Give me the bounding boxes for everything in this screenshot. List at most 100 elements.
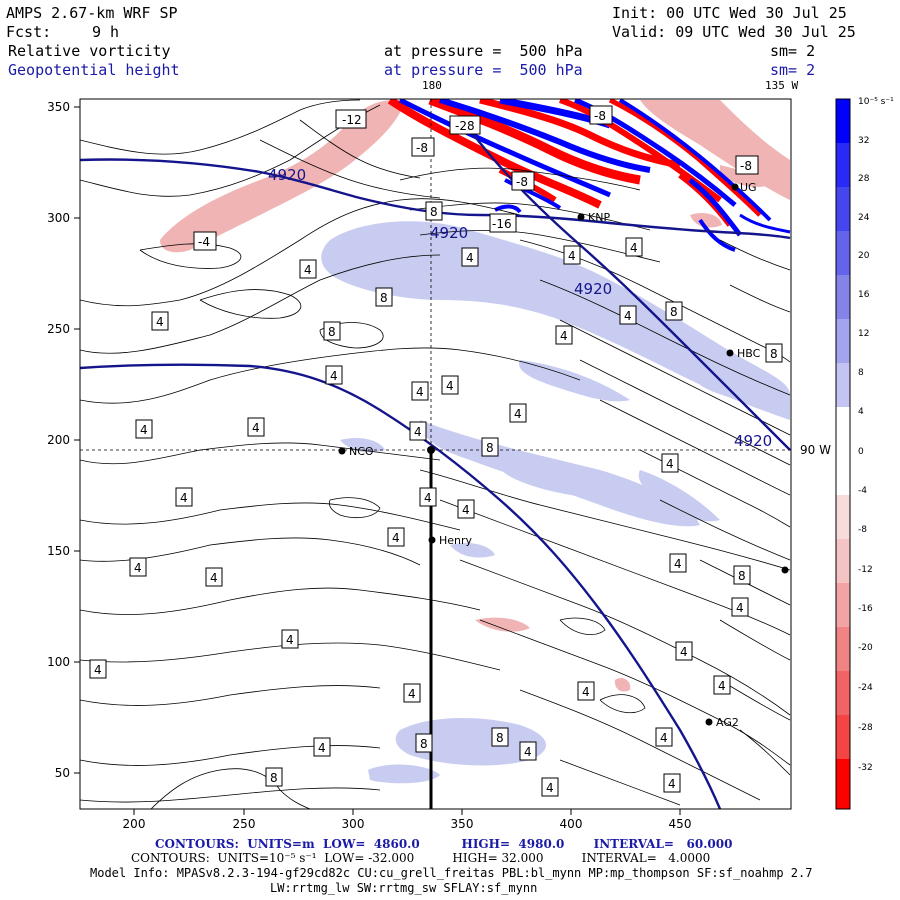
x-tick-label: 400 — [560, 817, 583, 831]
height-label: 4920 — [734, 432, 772, 450]
station-knp[interactable]: KNP — [577, 211, 611, 224]
vorticity-label: -12 — [335, 109, 367, 129]
vorticity-label: -16 — [489, 213, 517, 233]
colorbar-label: 20 — [858, 251, 870, 261]
vorticity-label: 8 — [415, 733, 433, 753]
svg-text:8: 8 — [486, 441, 494, 455]
colorbar-label: 24 — [858, 213, 870, 223]
forecast-hour: 9 h — [92, 23, 120, 41]
forecast-label: Fcst: — [6, 23, 52, 41]
svg-text:4: 4 — [252, 421, 260, 435]
vorticity-label: 4 — [461, 247, 479, 267]
svg-text:4: 4 — [424, 491, 432, 505]
station-hbc[interactable]: HBC — [726, 347, 761, 360]
height-contour-labels: 4920 4920 4920 4920 — [268, 166, 772, 450]
vorticity-label: 4 — [519, 741, 537, 761]
x-tick-label: 200 — [123, 817, 146, 831]
colorbar-label: 16 — [858, 290, 870, 300]
vorticity-label: -28 — [449, 115, 481, 135]
svg-text:-8: -8 — [516, 175, 528, 189]
svg-text:4: 4 — [156, 315, 164, 329]
vorticity-label: 8 — [375, 287, 393, 307]
vorticity-label: 8 — [765, 343, 783, 363]
svg-text:KNP: KNP — [588, 211, 610, 224]
vorticity-label: 4 — [313, 737, 331, 757]
colorbar-label: -32 — [858, 763, 873, 773]
vorticity-label: 4 — [299, 259, 317, 279]
vorticity-label: 4 — [541, 777, 559, 797]
y-tick-label: 250 — [47, 322, 70, 336]
vorticity-contours — [80, 99, 791, 809]
vorticity-label: -8 — [589, 105, 613, 125]
station-nco[interactable]: NCO — [338, 445, 374, 458]
svg-text:NCO: NCO — [349, 445, 374, 458]
x-tick-label: 450 — [669, 817, 692, 831]
vorticity-label: 8 — [323, 321, 341, 341]
field1-smoothing: sm= 2 — [770, 42, 816, 60]
field2-name: Geopotential height — [8, 61, 180, 79]
svg-text:HBC: HBC — [737, 347, 761, 360]
vorticity-label: 4 — [403, 683, 421, 703]
vorticity-label: 4 — [669, 553, 687, 573]
vorticity-label: 4 — [409, 421, 427, 441]
svg-text:4: 4 — [330, 369, 338, 383]
colorbar-label: 4 — [858, 407, 864, 417]
colorbar-label: 28 — [858, 174, 870, 184]
colorbar-label: -4 — [858, 486, 867, 496]
svg-text:8: 8 — [420, 737, 428, 751]
vorticity-contour-info: CONTOURS: UNITS=10⁻⁵ s⁻¹ LOW= -32.000 HI… — [131, 851, 711, 865]
svg-text:8: 8 — [430, 205, 438, 219]
meridian-label-top: 180 — [422, 79, 442, 92]
station-henry[interactable]: Henry — [428, 534, 473, 547]
vorticity-label: 8 — [481, 437, 499, 457]
svg-text:4: 4 — [462, 503, 470, 517]
vorticity-label: 4 — [387, 527, 405, 547]
svg-text:4: 4 — [286, 633, 294, 647]
vorticity-label: 8 — [491, 727, 509, 747]
vorticity-label: 4 — [731, 597, 749, 617]
colorbar-label: 0 — [858, 447, 864, 457]
height-contour-info: CONTOURS: UNITS=m LOW= 4860.0 HIGH= 4980… — [155, 837, 733, 851]
vorticity-label: 4 — [509, 403, 527, 423]
svg-text:8: 8 — [670, 305, 678, 319]
svg-text:4: 4 — [568, 249, 576, 263]
height-label: 4920 — [574, 280, 612, 298]
vorticity-label: 4 — [713, 675, 731, 695]
svg-text:4: 4 — [582, 685, 590, 699]
svg-text:4: 4 — [718, 679, 726, 693]
svg-text:4: 4 — [392, 531, 400, 545]
svg-text:8: 8 — [380, 291, 388, 305]
vorticity-label: 4 — [441, 375, 459, 395]
svg-text:8: 8 — [270, 771, 278, 785]
model-info: Model Info: MPASv8.2.3-194-gf29cd82c CU:… — [90, 866, 813, 880]
station-ag2[interactable]: AG2 — [705, 716, 739, 729]
svg-text:-8: -8 — [416, 141, 428, 155]
svg-text:4: 4 — [210, 571, 218, 585]
svg-text:4: 4 — [630, 241, 638, 255]
svg-text:4: 4 — [680, 645, 688, 659]
field1-level: at pressure = 500 hPa — [384, 42, 583, 60]
colorbar-label: 32 — [858, 136, 869, 146]
plot-frame — [79, 98, 792, 810]
x-tick-label: 350 — [451, 817, 474, 831]
svg-text:4: 4 — [304, 263, 312, 277]
colorbar-label: -8 — [858, 525, 867, 535]
vorticity-label: 8 — [733, 565, 751, 585]
svg-text:-28: -28 — [455, 119, 475, 133]
field2-smoothing: sm= 2 — [770, 61, 816, 79]
y-tick-label: 300 — [47, 211, 70, 225]
x-tick-label: 250 — [233, 817, 256, 831]
y-tick-label: 350 — [47, 100, 70, 114]
vorticity-label: 4 — [419, 487, 437, 507]
meridian-label-right: 135 W — [765, 79, 799, 92]
x-tick-label: 300 — [342, 817, 365, 831]
vorticity-label: 4 — [655, 727, 673, 747]
svg-text:4: 4 — [94, 663, 102, 677]
vorticity-label: -4 — [193, 231, 217, 251]
station-ug[interactable]: UG — [731, 181, 757, 194]
height-label: 4920 — [430, 224, 468, 242]
svg-text:4: 4 — [624, 309, 632, 323]
vorticity-label: 4 — [619, 305, 637, 325]
svg-text:4: 4 — [140, 423, 148, 437]
